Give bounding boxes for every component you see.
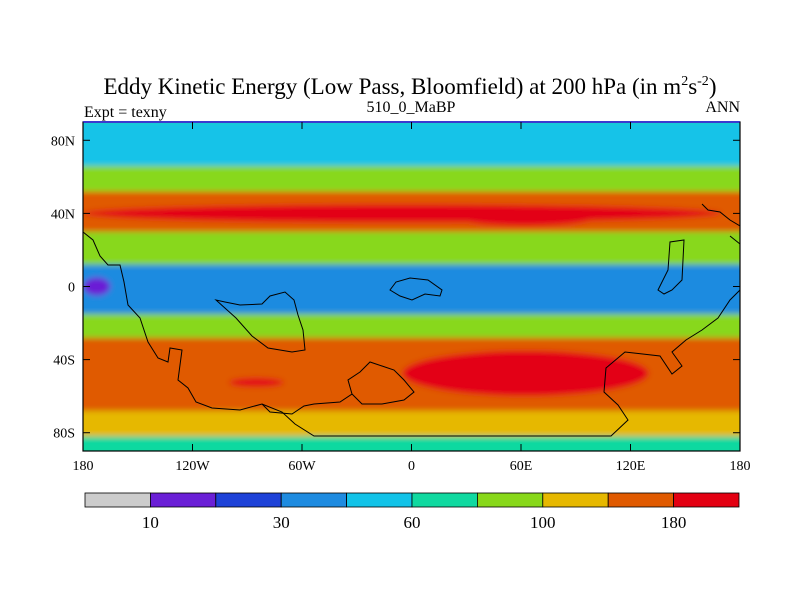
y-axis: 80N 40N 0 40S 80S xyxy=(51,134,740,442)
colorbar-label: 60 xyxy=(404,513,421,532)
title-end: ) xyxy=(709,74,717,99)
colorbar-box xyxy=(673,492,740,508)
experiment-label: Expt = texny xyxy=(84,104,167,121)
y-tick-label: 40N xyxy=(51,207,75,222)
y-tick-label: 80N xyxy=(51,134,75,149)
outline-atlantic-blob xyxy=(389,277,443,301)
region-south-subpolar-band xyxy=(83,410,740,437)
title-mid: s xyxy=(688,74,697,99)
y-tick-label: 80S xyxy=(53,427,75,442)
title-sup1: 2 xyxy=(681,74,688,89)
x-tick-label: 180 xyxy=(73,459,94,474)
outline-north-east xyxy=(701,203,740,290)
y-tick-label: 0 xyxy=(68,281,75,296)
region-south-atlantic-core xyxy=(229,377,284,388)
colorbar-box xyxy=(346,492,413,508)
continent-outlines xyxy=(83,203,740,437)
region-north-polar xyxy=(83,122,740,166)
colorbar-box xyxy=(280,492,348,508)
y-tick-label: 40S xyxy=(53,354,75,369)
colorbar-label: 100 xyxy=(530,513,556,532)
colorbar-box xyxy=(411,492,478,508)
x-tick-label: 0 xyxy=(408,459,415,474)
colorbar-label: 10 xyxy=(142,513,159,532)
contour-field xyxy=(83,122,740,451)
colorbar-box xyxy=(84,492,151,508)
region-tropical-min xyxy=(83,264,740,314)
x-tick-label: 180 xyxy=(730,459,751,474)
colorbar-label: 180 xyxy=(661,513,687,532)
title-sup2: -2 xyxy=(697,74,709,89)
region-asian-jet-core xyxy=(457,209,594,227)
region-northern-core xyxy=(83,204,722,223)
colorbar-box xyxy=(607,492,675,508)
region-south-tropics xyxy=(83,313,740,338)
colorbar-box xyxy=(476,492,544,508)
colorbar-label: 30 xyxy=(273,513,290,532)
outline-south-basin xyxy=(261,361,415,415)
region-south-polar-band xyxy=(83,436,740,451)
title-main: Eddy Kinetic Energy (Low Pass, Bloomfiel… xyxy=(104,74,682,99)
x-tick-label: 120E xyxy=(616,459,646,474)
outline-pacific-edge xyxy=(657,239,685,295)
colorbar-box xyxy=(215,492,282,508)
x-axis: 180 120W 60W 0 60E 120E 180 xyxy=(73,122,751,474)
region-north-tropics xyxy=(83,231,740,265)
season-label: ANN xyxy=(705,99,740,116)
center-label: 510_0_MaBP xyxy=(367,99,456,116)
outline-tropical-block xyxy=(214,291,306,353)
colorbar-box xyxy=(542,492,609,508)
chart-title: Eddy Kinetic Energy (Low Pass, Bloomfiel… xyxy=(104,74,717,99)
x-tick-label: 60W xyxy=(288,459,316,474)
region-north-midlat xyxy=(83,165,740,192)
x-tick-label: 60E xyxy=(510,459,533,474)
region-tropical-deep-min xyxy=(83,277,111,296)
colorbar-box xyxy=(149,492,217,508)
region-southern-core xyxy=(402,350,649,397)
x-tick-label: 120W xyxy=(175,459,210,474)
colorbar: 10 30 60 100 180 xyxy=(84,492,740,532)
